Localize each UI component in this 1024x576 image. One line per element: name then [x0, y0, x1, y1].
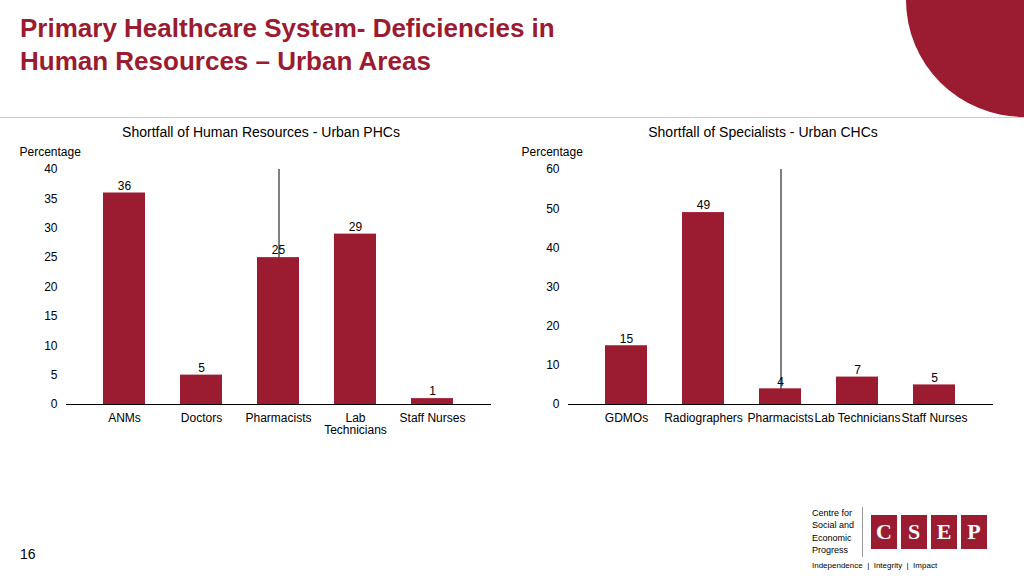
svg-text:GDMOs: GDMOs	[605, 411, 648, 425]
svg-text:0: 0	[553, 397, 560, 411]
html-text:Shortfall of Specialists - Urb: Shortfall of Specialists - Urban CHCs	[648, 124, 878, 140]
svg-text:40: 40	[546, 241, 560, 255]
svg-text:50: 50	[546, 202, 560, 216]
svg-text:Lab Technicians: Lab Technicians	[815, 411, 901, 425]
svg-text:15: 15	[620, 332, 634, 346]
svg-text:25: 25	[272, 243, 286, 257]
svg-text:LabTechnicians: LabTechnicians	[324, 411, 387, 437]
svg-text:30: 30	[546, 280, 560, 294]
svg-text:36: 36	[118, 179, 132, 193]
html-text:E: E	[936, 518, 952, 544]
svg-text:4: 4	[777, 375, 784, 389]
svg-text:30: 30	[44, 221, 58, 235]
html-text:C: C	[876, 518, 892, 544]
svg-text:Radiographers: Radiographers	[664, 411, 743, 425]
html-text:Shortfall of Human Resources -: Shortfall of Human Resources - Urban PHC…	[122, 124, 400, 140]
svg-text:Pharmacists: Pharmacists	[747, 411, 813, 425]
svg-text:35: 35	[44, 192, 58, 206]
svg-text:20: 20	[44, 280, 58, 294]
svg-text:Staff Nurses: Staff Nurses	[902, 411, 968, 425]
svg-text:Percentage: Percentage	[522, 145, 584, 159]
svg-text:15: 15	[44, 309, 58, 323]
html-text:Independence | Integrity | Imp: Independence | Integrity | Impact	[812, 561, 938, 570]
svg-text:29: 29	[349, 220, 363, 234]
svg-text:49: 49	[697, 198, 711, 212]
svg-text:60: 60	[546, 162, 560, 176]
html-text:Centre for Social and Economic: Centre for Social and Economic Progress	[812, 507, 854, 556]
svg-text:25: 25	[44, 250, 58, 264]
svg-text:1: 1	[429, 384, 436, 398]
svg-text:0: 0	[51, 397, 58, 411]
svg-text:5: 5	[51, 368, 58, 382]
svg-text:10: 10	[44, 339, 58, 353]
html-text:S: S	[907, 518, 921, 544]
svg-text:Staff Nurses: Staff Nurses	[400, 411, 466, 425]
svg-text:40: 40	[44, 162, 58, 176]
svg-text:ANMs: ANMs	[108, 411, 141, 425]
svg-text:Pharmacists: Pharmacists	[245, 411, 311, 425]
svg-text:Doctors: Doctors	[181, 411, 222, 425]
svg-text:10: 10	[546, 358, 560, 372]
svg-text:5: 5	[198, 361, 205, 375]
svg-text:5: 5	[931, 371, 938, 385]
html-text:Primary Healthcare System- Def: Primary Healthcare System- Deficiencies …	[20, 13, 555, 76]
svg-text:20: 20	[546, 319, 560, 333]
html-text:P: P	[967, 518, 981, 544]
svg-text:Percentage: Percentage	[20, 145, 82, 159]
svg-text:7: 7	[854, 363, 861, 377]
html-text:16: 16	[20, 546, 36, 562]
